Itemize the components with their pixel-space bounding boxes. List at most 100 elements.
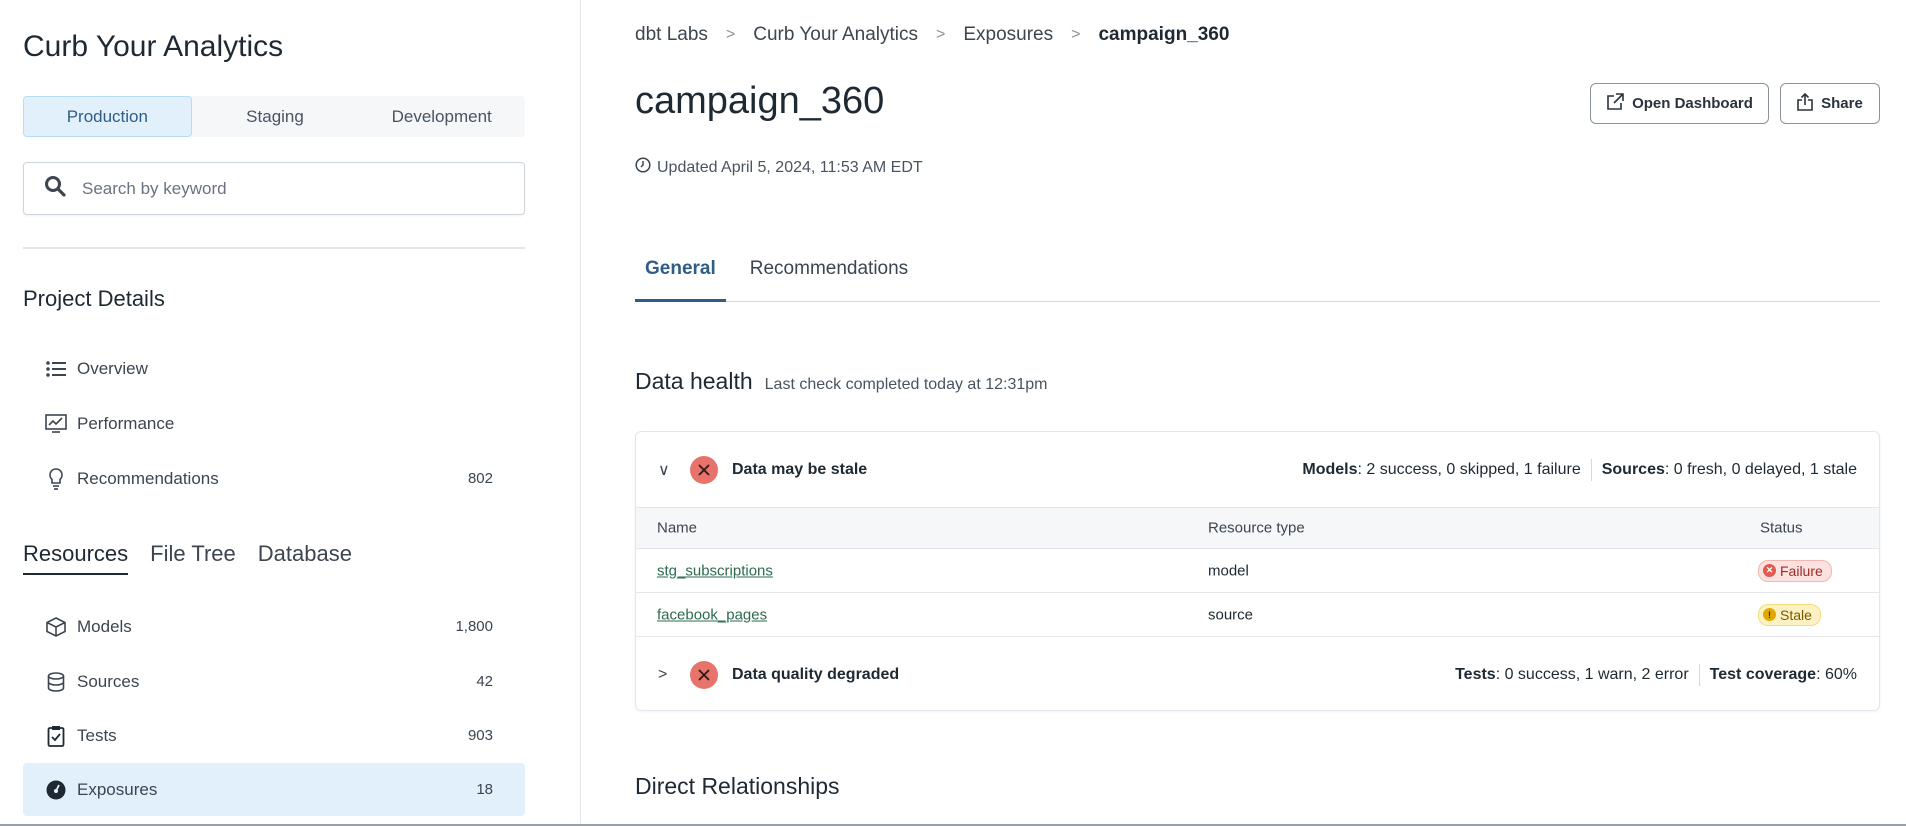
group-stats: Tests: 0 success, 1 warn, 2 error Test c… — [1455, 663, 1857, 686]
data-health-card: ∨ Data may be stale Models: 2 success, 0… — [635, 431, 1880, 711]
status-text: Failure — [1780, 562, 1823, 579]
nav-label: Models — [77, 616, 132, 636]
tab-general[interactable]: General — [635, 258, 726, 302]
tab-recommendations[interactable]: Recommendations — [749, 258, 909, 279]
nav-overview[interactable]: Overview — [23, 342, 525, 395]
lightbulb-icon — [45, 467, 67, 490]
open-dashboard-button[interactable]: Open Dashboard — [1590, 83, 1769, 124]
sidebar: Curb Your Analytics Production Staging D… — [0, 0, 581, 824]
group-label: Data quality degraded — [732, 665, 900, 683]
breadcrumb-item[interactable]: dbt Labs — [635, 24, 708, 45]
data-health-heading: Data health — [635, 368, 753, 394]
nav-tests[interactable]: Tests 903 — [23, 709, 525, 762]
table-row: stg_subscriptions model ✕ Failure — [636, 549, 1879, 593]
search-box[interactable] — [23, 162, 525, 215]
breadcrumb-item[interactable]: Curb Your Analytics — [753, 24, 919, 45]
breadcrumb-item[interactable]: Exposures — [963, 24, 1054, 45]
cube-icon — [45, 616, 67, 638]
env-development[interactable]: Development — [391, 106, 492, 126]
resource-tabs: Resources File Tree Database — [23, 541, 352, 575]
window-bottom-border — [0, 824, 1906, 826]
resource-link[interactable]: stg_subscriptions — [657, 562, 773, 579]
status-badge: ! Stale — [1758, 603, 1821, 626]
share-button[interactable]: Share — [1780, 83, 1880, 124]
environment-switcher: Production Staging Development — [23, 96, 525, 137]
nav-models[interactable]: Models 1,800 — [23, 600, 525, 653]
divider — [1590, 458, 1592, 481]
nav-count: 802 — [467, 470, 493, 487]
warning-icon: ! — [1763, 608, 1776, 621]
col-status: Status — [1760, 519, 1803, 537]
error-x-icon — [690, 660, 718, 689]
divider — [1698, 663, 1700, 686]
stat-key: Sources — [1601, 460, 1665, 478]
stat-key: Models — [1302, 460, 1358, 478]
nav-label: Sources — [77, 671, 140, 691]
external-link-icon — [1606, 92, 1624, 115]
nav-count: 18 — [476, 781, 493, 798]
failure-x-icon: ✕ — [1763, 564, 1776, 577]
clipboard-check-icon — [45, 725, 67, 747]
nav-count: 1,800 — [455, 618, 493, 635]
stat-key: Test coverage — [1709, 665, 1817, 683]
group-data-may-be-stale[interactable]: ∨ Data may be stale Models: 2 success, 0… — [636, 432, 1879, 507]
nav-sources[interactable]: Sources 42 — [23, 655, 525, 708]
breadcrumb: dbt Labs > Curb Your Analytics > Exposures… — [635, 24, 1229, 46]
table-header: Name Resource type Status — [636, 507, 1879, 549]
nav-label: Recommendations — [77, 468, 219, 488]
nav-label: Performance — [77, 413, 175, 433]
chevron-right-icon[interactable]: > — [658, 665, 668, 683]
open-dashboard-label: Open Dashboard — [1632, 95, 1753, 112]
nav-count: 903 — [467, 727, 493, 744]
search-icon — [44, 175, 66, 202]
table-row: facebook_pages source ! Stale — [636, 593, 1879, 637]
chevron-right-icon: > — [1071, 26, 1081, 43]
resource-type: model — [1208, 562, 1249, 579]
chevron-down-icon[interactable]: ∨ — [658, 461, 670, 479]
col-resource-type: Resource type — [1208, 519, 1305, 537]
status-badge: ✕ Failure — [1758, 559, 1832, 582]
group-stats: Models: 2 success, 0 skipped, 1 failure … — [1302, 458, 1857, 481]
database-icon — [45, 671, 67, 693]
nav-label: Exposures — [77, 779, 158, 799]
project-title: Curb Your Analytics — [23, 30, 284, 63]
stat-value: : 0 success, 1 warn, 2 error — [1495, 665, 1689, 683]
col-name: Name — [657, 519, 698, 537]
env-staging[interactable]: Staging — [246, 106, 304, 126]
chevron-right-icon: > — [725, 26, 736, 43]
project-details-heading: Project Details — [23, 286, 165, 311]
tab-database[interactable]: Database — [257, 541, 352, 566]
updated-timestamp: Updated April 5, 2024, 11:53 AM EDT — [635, 157, 923, 178]
tab-file-tree[interactable]: File Tree — [150, 541, 236, 566]
breadcrumb-current: campaign_360 — [1098, 24, 1230, 45]
group-label: Data may be stale — [732, 460, 868, 478]
nav-exposures[interactable]: Exposures 18 — [23, 763, 525, 816]
clock-icon — [635, 157, 651, 178]
nav-recommendations[interactable]: Recommendations 802 — [23, 452, 525, 505]
nav-label: Overview — [77, 358, 148, 378]
resource-link[interactable]: facebook_pages — [657, 606, 768, 623]
share-icon — [1797, 92, 1813, 115]
page-title: campaign_360 — [635, 80, 885, 122]
chevron-right-icon: > — [936, 26, 946, 43]
stat-key: Tests — [1455, 665, 1496, 683]
stat-value: : 60% — [1816, 665, 1857, 683]
stat-value: : 0 fresh, 0 delayed, 1 stale — [1664, 460, 1857, 478]
direct-relationships-heading: Direct Relationships — [635, 773, 840, 799]
tab-resources[interactable]: Resources — [23, 541, 129, 575]
search-input[interactable] — [82, 178, 482, 199]
stat-value: : 2 success, 0 skipped, 1 failure — [1357, 460, 1581, 478]
nav-performance[interactable]: Performance — [23, 397, 525, 450]
env-production[interactable]: Production — [23, 96, 192, 137]
status-text: Stale — [1780, 606, 1812, 623]
updated-text: Updated April 5, 2024, 11:53 AM EDT — [657, 158, 923, 176]
data-health-subtitle: Last check completed today at 12:31pm — [764, 376, 1048, 393]
list-icon — [45, 358, 67, 380]
share-label: Share — [1821, 95, 1863, 112]
nav-label: Tests — [77, 725, 117, 745]
resource-type: source — [1208, 606, 1254, 623]
error-x-icon — [690, 455, 718, 484]
group-data-quality-degraded[interactable]: > Data quality degraded Tests: 0 success… — [636, 637, 1879, 710]
chart-monitor-icon — [45, 413, 67, 435]
data-health-header: Data health Last check completed today a… — [635, 368, 1047, 395]
